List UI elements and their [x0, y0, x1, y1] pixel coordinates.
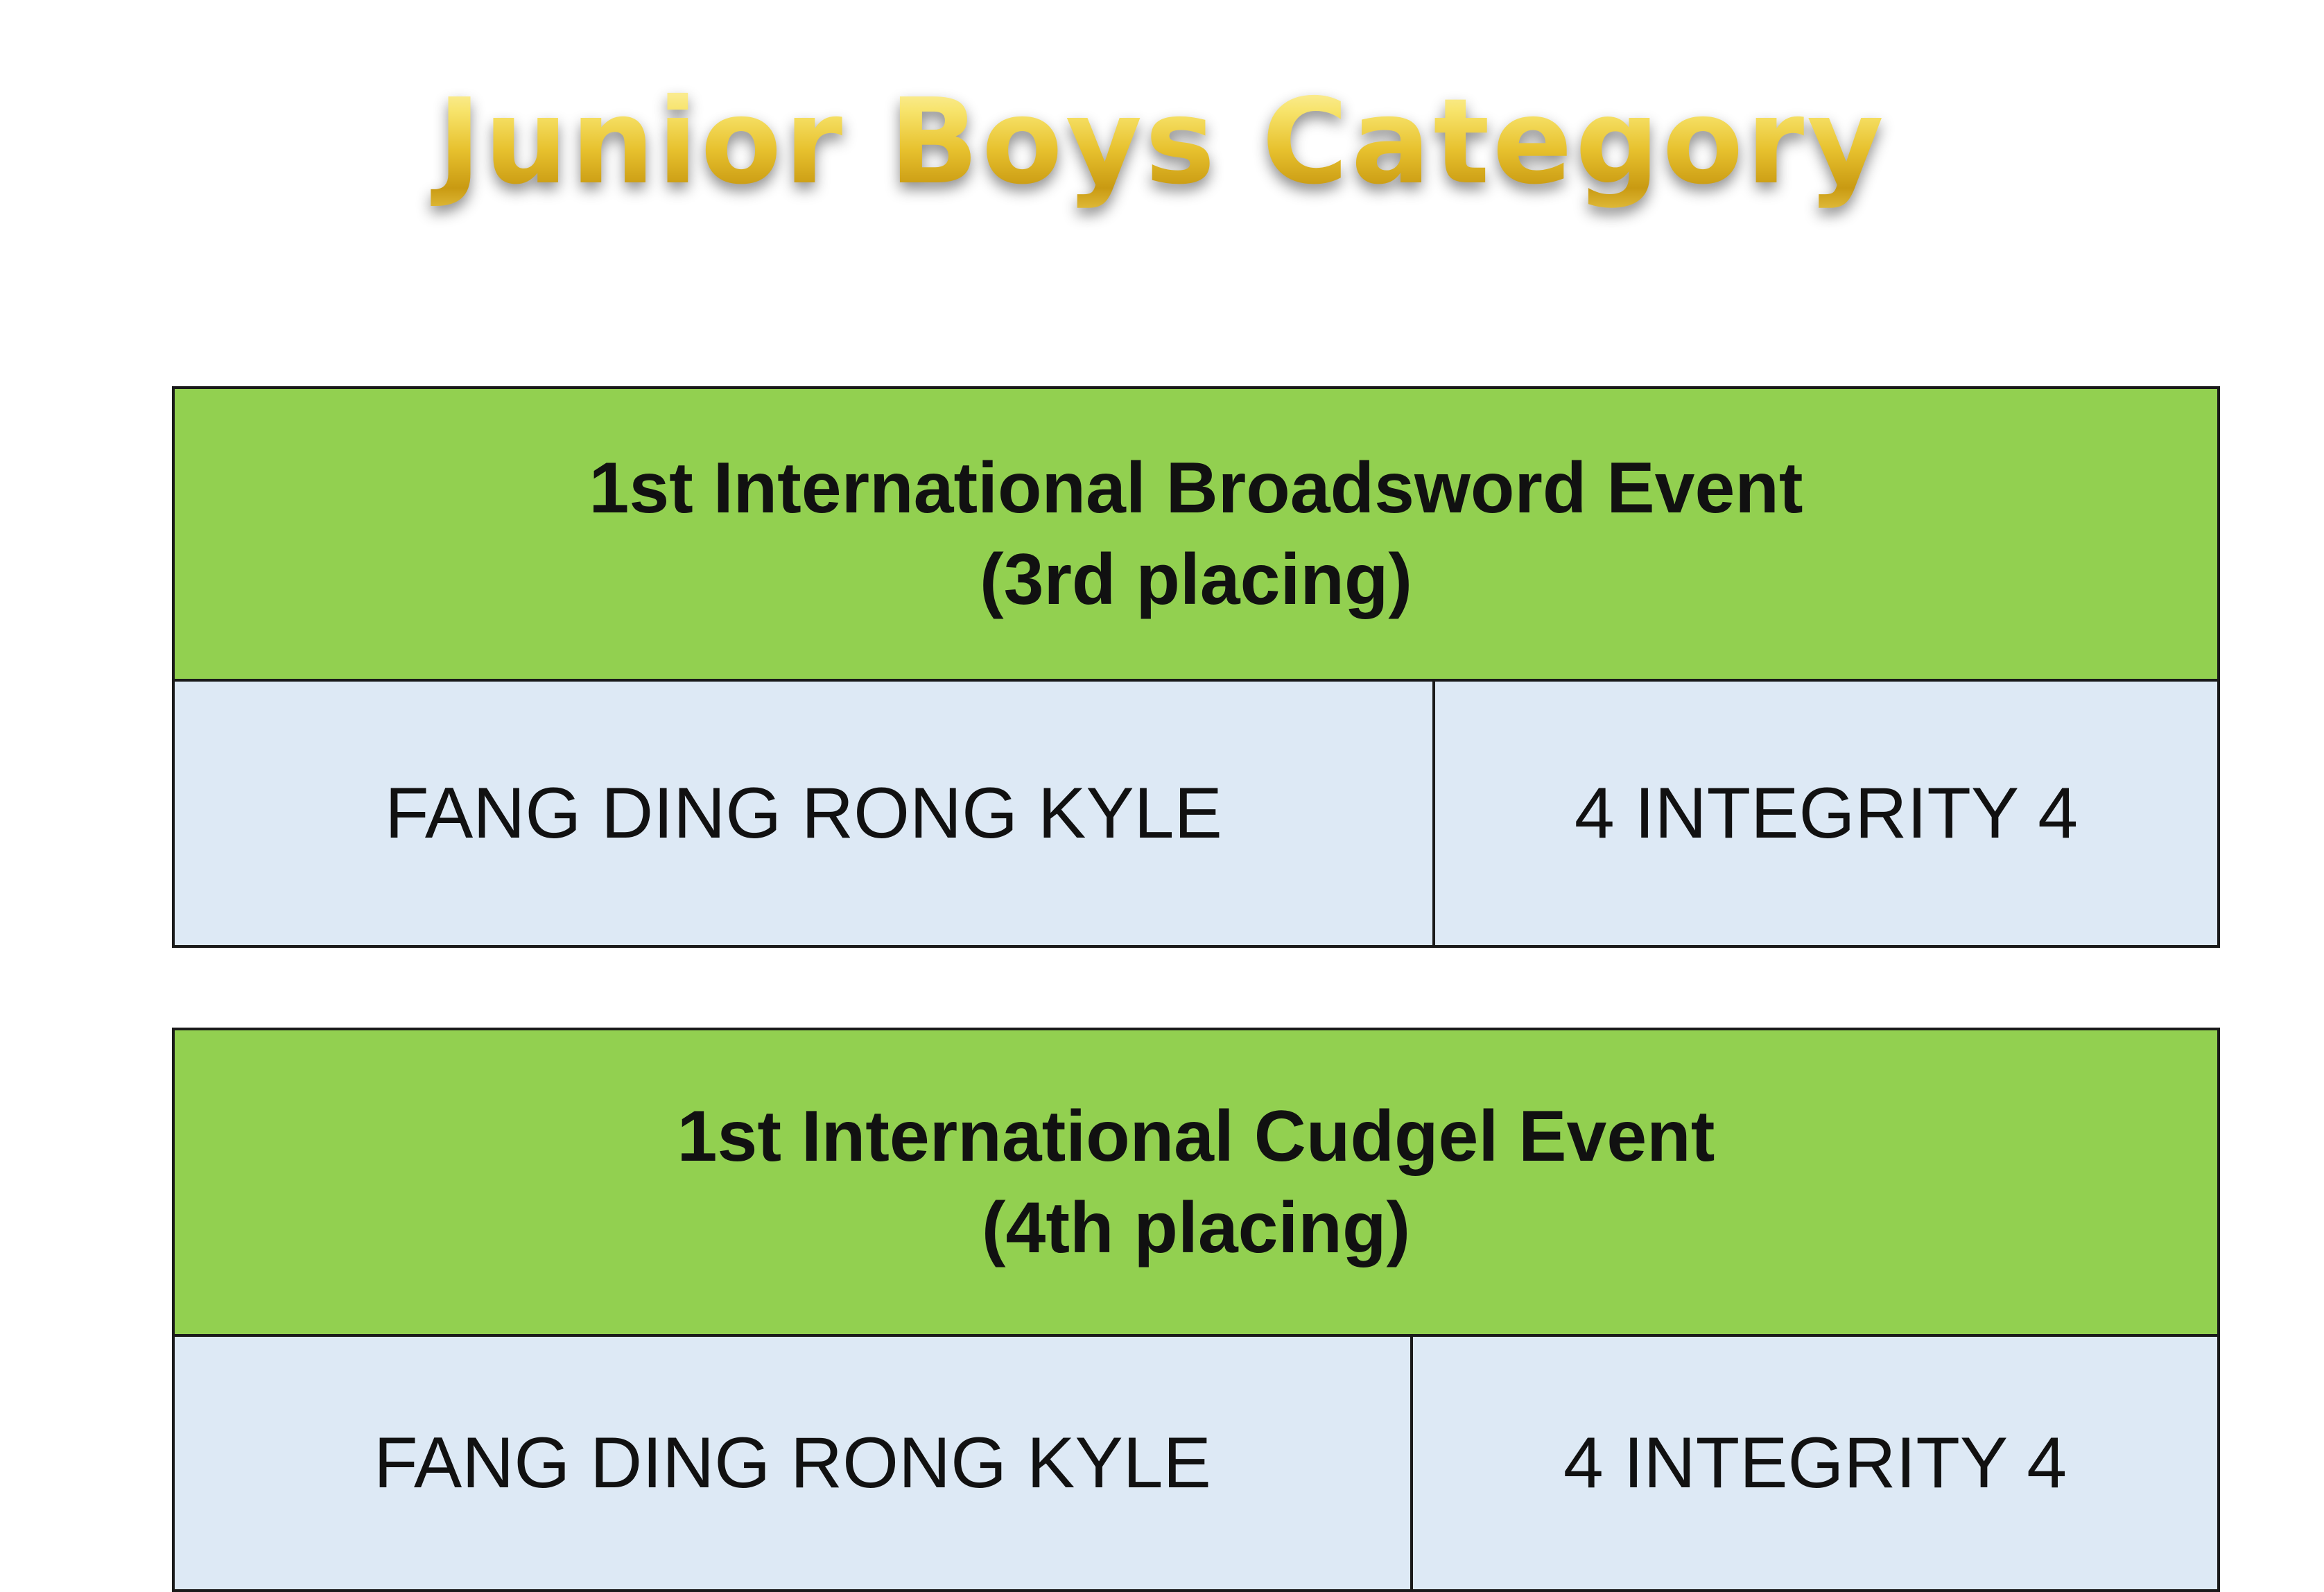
event-table-broadsword: 1st International Broadsword Event (3rd …: [172, 386, 2220, 948]
participant-class: 4 INTEGRITY 4: [1574, 772, 2079, 854]
page-title: Junior Boys Category: [0, 66, 2324, 218]
event-header: 1st International Broadsword Event (3rd …: [175, 389, 2217, 682]
event-placing: (4th placing): [981, 1188, 1411, 1268]
table-row: FANG DING RONG KYLE 4 INTEGRITY 4: [175, 682, 2217, 945]
event-name: 1st International Broadsword Event: [589, 448, 1803, 528]
participant-name: FANG DING RONG KYLE: [175, 682, 1435, 945]
participant-class: 4 INTEGRITY 4: [1563, 1422, 2067, 1503]
participant-name: FANG DING RONG KYLE: [175, 1337, 1413, 1589]
event-header: 1st International Cudgel Event (4th plac…: [175, 1030, 2217, 1337]
event-table-cudgel: 1st International Cudgel Event (4th plac…: [172, 1028, 2220, 1592]
event-placing: (3rd placing): [979, 539, 1413, 620]
table-row: FANG DING RONG KYLE 4 INTEGRITY 4: [175, 1337, 2217, 1589]
event-name: 1st International Cudgel Event: [677, 1096, 1715, 1177]
